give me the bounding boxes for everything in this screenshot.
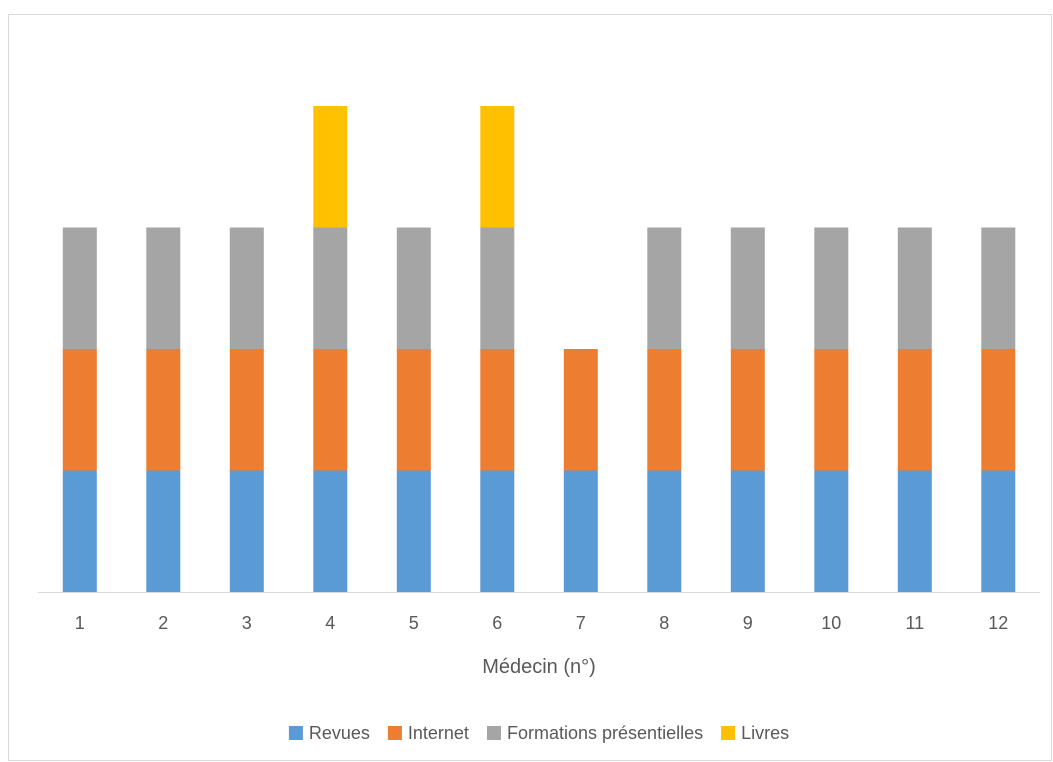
bar-segment-internet-10	[814, 349, 849, 471]
bar-segment-internet-12	[981, 349, 1016, 471]
bar-segment-formations-pr-sentielles-2	[146, 227, 181, 349]
bar-segment-revues-8	[647, 470, 682, 592]
bar-segment-formations-pr-sentielles-4	[313, 227, 348, 349]
x-axis-title: Médecin (n°)	[482, 656, 596, 678]
bar-segment-revues-1	[62, 470, 97, 592]
bar-segment-internet-3	[229, 349, 264, 471]
legend: Revues Internet Formations présentielles Li…	[288, 723, 789, 743]
legend-swatch	[387, 726, 402, 740]
legend-label: Revues	[309, 723, 370, 743]
bar-segment-internet-11	[897, 349, 932, 471]
x-tick-labels: 1 2 3 4 5 6 7 8 9 10 11 12	[75, 613, 1009, 633]
x-tick-label-11: 11	[905, 613, 924, 633]
legend-item-internet: Internet	[387, 723, 469, 743]
x-tick-label-1: 1	[75, 613, 85, 633]
legend-item-revues: Revues	[288, 723, 370, 743]
bar-segment-formations-pr-sentielles-12	[981, 227, 1016, 349]
x-tick-label-2: 2	[158, 613, 168, 633]
x-tick-label-9: 9	[743, 613, 753, 633]
legend-item-livres: Livres	[721, 723, 789, 743]
bar-segment-revues-12	[981, 470, 1016, 592]
legend-label: Livres	[741, 723, 789, 743]
bar-segment-internet-1	[62, 349, 97, 471]
x-tick-label-5: 5	[409, 613, 419, 633]
x-tick-label-12: 12	[988, 613, 1008, 633]
legend-swatch	[487, 726, 501, 740]
bar-segment-internet-4	[313, 349, 348, 471]
bar-segment-revues-4	[313, 470, 348, 592]
bar-segment-formations-pr-sentielles-10	[814, 227, 849, 349]
x-tick-label-7: 7	[576, 613, 586, 633]
legend-swatch	[721, 726, 736, 740]
bar-segment-internet-7	[563, 349, 598, 471]
bar-segment-revues-6	[480, 470, 515, 592]
bar-segment-revues-11	[897, 470, 932, 592]
bar-segment-livres-4	[313, 106, 348, 228]
bar-segment-revues-5	[396, 470, 431, 592]
x-tick-label-10: 10	[821, 613, 841, 633]
bar-segment-livres-6	[480, 106, 515, 228]
bar-segment-internet-2	[146, 349, 181, 471]
legend-swatch	[288, 726, 303, 740]
x-tick-label-6: 6	[492, 613, 502, 633]
bar-segment-formations-pr-sentielles-3	[229, 227, 264, 349]
bar-segment-internet-9	[730, 349, 765, 471]
bar-segment-formations-pr-sentielles-6	[480, 227, 515, 349]
bar-segment-formations-pr-sentielles-5	[396, 227, 431, 349]
legend-label: Formations présentielles	[507, 723, 703, 743]
bar-segment-revues-3	[229, 470, 264, 592]
bar-segment-formations-pr-sentielles-8	[647, 227, 682, 349]
bar-segment-formations-pr-sentielles-1	[62, 227, 97, 349]
bar-segment-internet-8	[647, 349, 682, 471]
bar-segment-internet-5	[396, 349, 431, 471]
x-tick-label-4: 4	[325, 613, 335, 633]
bar-segment-formations-pr-sentielles-9	[730, 227, 765, 349]
legend-item-formations-pr-sentielles: Formations présentielles	[487, 723, 703, 743]
x-tick-label-8: 8	[659, 613, 669, 633]
bar-segment-revues-9	[730, 470, 765, 592]
bar-segment-formations-pr-sentielles-11	[897, 227, 932, 349]
bar-segment-revues-7	[563, 470, 598, 592]
x-tick-label-3: 3	[242, 613, 252, 633]
bar-segment-revues-2	[146, 470, 181, 592]
bars-layer	[62, 106, 1016, 592]
bar-segment-internet-6	[480, 349, 515, 471]
bar-segment-revues-10	[814, 470, 849, 592]
chart-frame	[8, 14, 1052, 761]
legend-label: Internet	[408, 723, 469, 743]
